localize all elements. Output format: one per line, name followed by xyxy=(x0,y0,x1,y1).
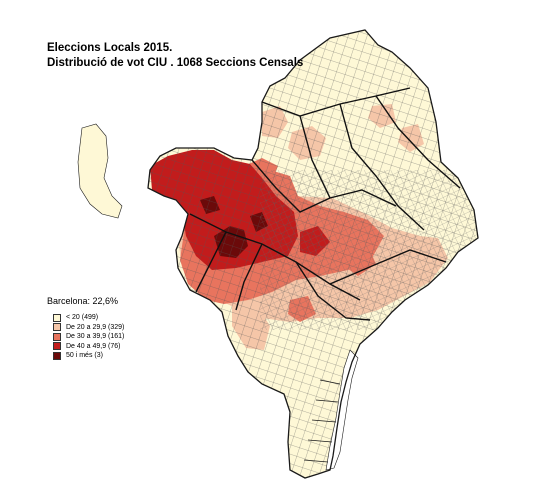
legend-item: De 20 a 29,9 (329) xyxy=(53,323,124,333)
map-title: Eleccions Locals 2015. xyxy=(47,42,173,54)
legend-swatch xyxy=(53,342,61,351)
legend-label: De 20 a 29,9 (329) xyxy=(66,323,125,331)
legend-label: De 40 a 49,9 (76) xyxy=(66,342,121,350)
port-area xyxy=(325,349,359,471)
legend-label: 50 i més (3) xyxy=(66,352,103,360)
district-boundaries xyxy=(189,87,461,321)
map-subtitle: Distribució de vot CIU . 1068 Seccions C… xyxy=(47,57,304,69)
montjuic-area xyxy=(77,123,123,219)
legend-item: 50 i més (3) xyxy=(53,351,124,361)
legend-label: < 20 (499) xyxy=(66,314,99,322)
city-outline xyxy=(147,29,479,479)
city-average-label: Barcelona: 22,6% xyxy=(47,296,119,306)
legend-item: De 40 a 49,9 (76) xyxy=(53,342,124,352)
legend-item: De 30 a 39,9 (161) xyxy=(53,332,124,342)
legend-swatch xyxy=(53,313,61,322)
legend: < 20 (499) De 20 a 29,9 (329) De 30 a 39… xyxy=(53,313,124,361)
legend-label: De 30 a 39,9 (161) xyxy=(66,333,125,341)
legend-swatch xyxy=(53,332,61,341)
legend-item: < 20 (499) xyxy=(53,313,124,323)
legend-swatch xyxy=(53,323,61,332)
legend-swatch xyxy=(53,351,61,360)
port-docks xyxy=(303,379,341,463)
